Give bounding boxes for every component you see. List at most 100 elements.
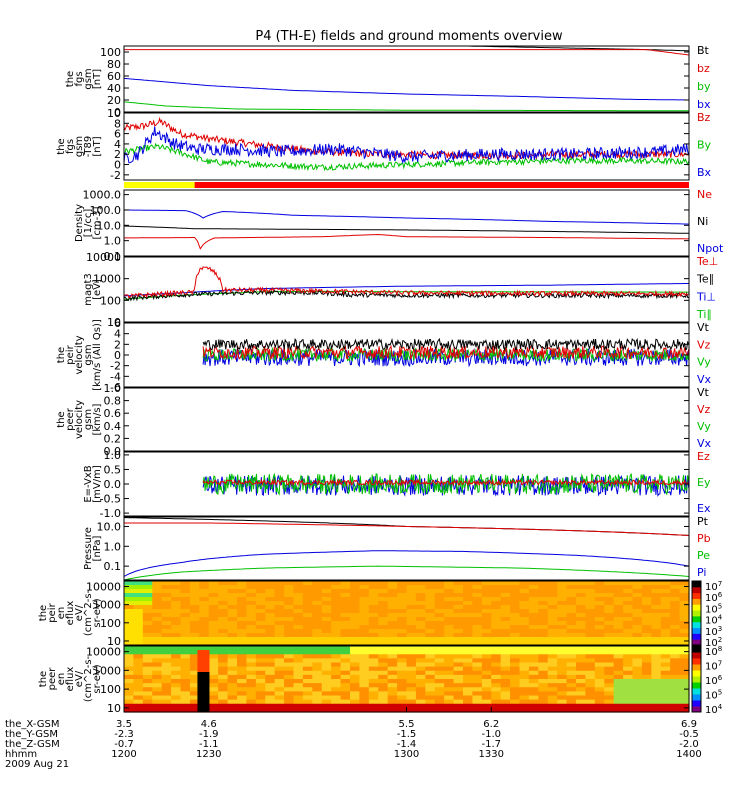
y-axis-label: the xyxy=(56,347,67,363)
heatmap-cell xyxy=(463,687,474,692)
heatmap-cell xyxy=(218,581,229,586)
heatmap-cell xyxy=(660,658,671,664)
heatmap-cell xyxy=(321,621,332,626)
heatmap-cell xyxy=(425,605,436,610)
heatmap-cell xyxy=(152,687,163,692)
heatmap-cell xyxy=(133,699,144,705)
heatmap-cell xyxy=(246,629,257,634)
heatmap-cell xyxy=(519,679,530,684)
heatmap-cell xyxy=(397,658,408,664)
heatmap-cell xyxy=(378,703,389,709)
heatmap-cell xyxy=(302,679,313,684)
heatmap-cell xyxy=(491,621,502,626)
heatmap-cell xyxy=(670,654,681,659)
heatmap-cell xyxy=(274,589,285,594)
heatmap-cell xyxy=(227,621,238,626)
heatmap-cell xyxy=(500,633,511,638)
heatmap-cell xyxy=(208,613,219,618)
heatmap-cell xyxy=(368,625,379,630)
heatmap-cell xyxy=(651,646,662,651)
heatmap-cell xyxy=(124,629,135,634)
heatmap-cell xyxy=(594,585,605,590)
heatmap-cell xyxy=(472,597,483,602)
heatmap-cell xyxy=(566,621,577,626)
heatmap-cell xyxy=(613,633,624,638)
heatmap-cell xyxy=(406,601,417,606)
heatmap-cell xyxy=(434,641,445,646)
heatmap-cell xyxy=(368,609,379,614)
heatmap-cell xyxy=(218,666,229,672)
heatmap-cell xyxy=(180,683,191,688)
heatmap-cell xyxy=(481,617,492,622)
heatmap-cell xyxy=(255,601,266,606)
colorbar-exponent: 2 xyxy=(718,636,722,644)
heatmap-cell xyxy=(189,633,200,638)
heatmap-cell xyxy=(660,683,671,688)
heatmap-cell xyxy=(312,707,323,713)
heatmap-cell xyxy=(491,683,502,688)
heatmap-cell xyxy=(255,658,266,664)
heatmap-cell xyxy=(189,646,200,651)
heatmap-cell xyxy=(218,683,229,688)
heatmap-cell xyxy=(528,617,539,622)
heatmap-cell xyxy=(453,593,464,598)
heatmap-cell xyxy=(538,666,549,672)
y-axis-label: sr-eV) xyxy=(92,664,103,693)
heatmap-cell xyxy=(670,629,681,634)
heatmap-cell xyxy=(425,581,436,586)
heatmap-cell xyxy=(528,666,539,672)
panel-mode_bar xyxy=(124,182,689,188)
heatmap-cell xyxy=(406,691,417,697)
heatmap-cell xyxy=(189,658,200,664)
heatmap-cell xyxy=(161,613,172,618)
heatmap-cell xyxy=(293,597,304,602)
series-line-bz xyxy=(124,49,690,56)
heatmap-cell xyxy=(208,687,219,692)
heatmap-cell xyxy=(632,581,643,586)
heatmap-cell xyxy=(340,662,351,668)
heatmap-cell xyxy=(641,613,652,618)
heatmap-cell xyxy=(415,585,426,590)
y-axis-label: gsm xyxy=(83,68,94,89)
heatmap-cell xyxy=(350,605,361,610)
heatmap-cell xyxy=(265,593,276,598)
heatmap-cell xyxy=(406,597,417,602)
heatmap-cell xyxy=(510,707,521,713)
heatmap-cell xyxy=(218,629,229,634)
heatmap-cell xyxy=(312,609,323,614)
legend-By: By xyxy=(697,139,712,152)
heatmap-cell xyxy=(368,654,379,659)
heatmap-cell xyxy=(133,662,144,668)
heatmap-cell xyxy=(491,601,502,606)
heatmap-cell xyxy=(651,633,662,638)
heatmap-cell xyxy=(152,601,163,606)
heatmap-cell xyxy=(463,666,474,672)
heatmap-cell xyxy=(434,654,445,659)
heatmap-cell xyxy=(265,695,276,701)
heatmap-cell xyxy=(161,654,172,659)
heatmap-cell xyxy=(510,609,521,614)
colorbar-label: 108 xyxy=(705,645,722,658)
heatmap-cell xyxy=(133,679,144,684)
heatmap-cell xyxy=(510,679,521,684)
heatmap-cell xyxy=(293,691,304,697)
heatmap-cell xyxy=(425,691,436,697)
heatmap-cell xyxy=(491,585,502,590)
heatmap-cell xyxy=(613,641,624,646)
heatmap-cell xyxy=(199,609,210,614)
heatmap-cell xyxy=(284,621,295,626)
heatmap-cell xyxy=(519,662,530,668)
heatmap-cell xyxy=(472,687,483,692)
heatmap-cell xyxy=(368,621,379,626)
heatmap-cell xyxy=(152,641,163,646)
heatmap-cell xyxy=(434,666,445,672)
heatmap-cell xyxy=(453,654,464,659)
heatmap-cell xyxy=(321,593,332,598)
heatmap-cell xyxy=(180,617,191,622)
heatmap-cell xyxy=(321,707,332,713)
heatmap-cell xyxy=(500,625,511,630)
heatmap-cell xyxy=(481,593,492,598)
heatmap-cell xyxy=(142,629,153,634)
heatmap-cell xyxy=(528,695,539,701)
heatmap-cell xyxy=(340,703,351,709)
